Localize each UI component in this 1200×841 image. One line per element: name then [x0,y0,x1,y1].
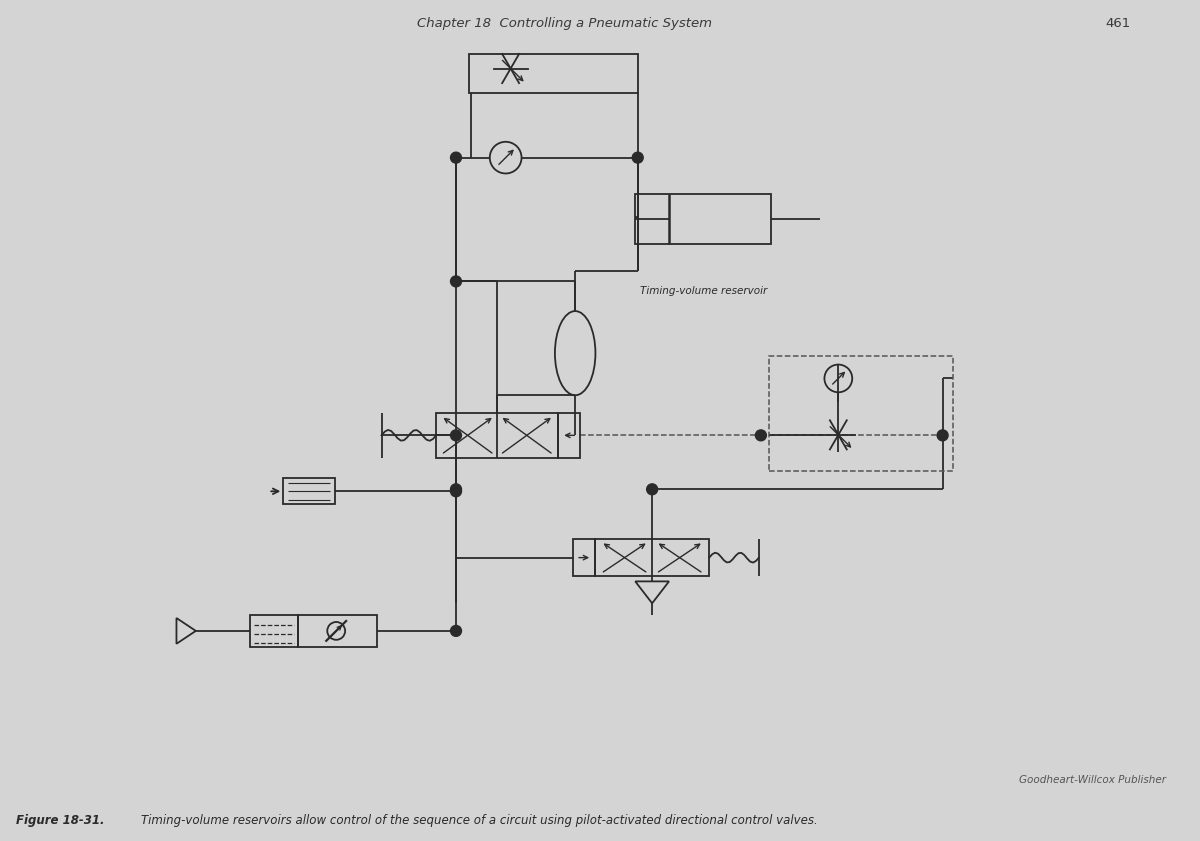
Bar [595,539,709,576]
Circle shape [450,486,462,497]
Text: Figure 18-31.: Figure 18-31. [16,814,104,827]
Circle shape [756,430,767,441]
Text: Goodheart-Willcox Publisher: Goodheart-Willcox Publisher [1019,775,1166,785]
Circle shape [937,430,948,441]
Circle shape [450,430,462,441]
Bar [769,356,953,472]
Bar [283,479,335,504]
Bar [251,615,299,647]
Circle shape [450,276,462,287]
Text: 461: 461 [1105,17,1130,29]
Text: Timing-volume reservoirs allow control of the sequence of a circuit using pilot-: Timing-volume reservoirs allow control o… [142,814,818,827]
Circle shape [647,484,658,495]
Text: Timing-volume reservoir: Timing-volume reservoir [640,286,767,296]
Circle shape [632,152,643,163]
Bar [436,413,558,458]
Bar [558,413,580,458]
Circle shape [450,626,462,637]
Circle shape [450,484,462,495]
Bar [635,194,770,244]
Bar [299,615,377,647]
Bar [469,54,637,93]
Circle shape [450,152,462,163]
Text: Chapter 18  Controlling a Pneumatic System: Chapter 18 Controlling a Pneumatic Syste… [416,17,712,29]
Bar [574,539,595,576]
